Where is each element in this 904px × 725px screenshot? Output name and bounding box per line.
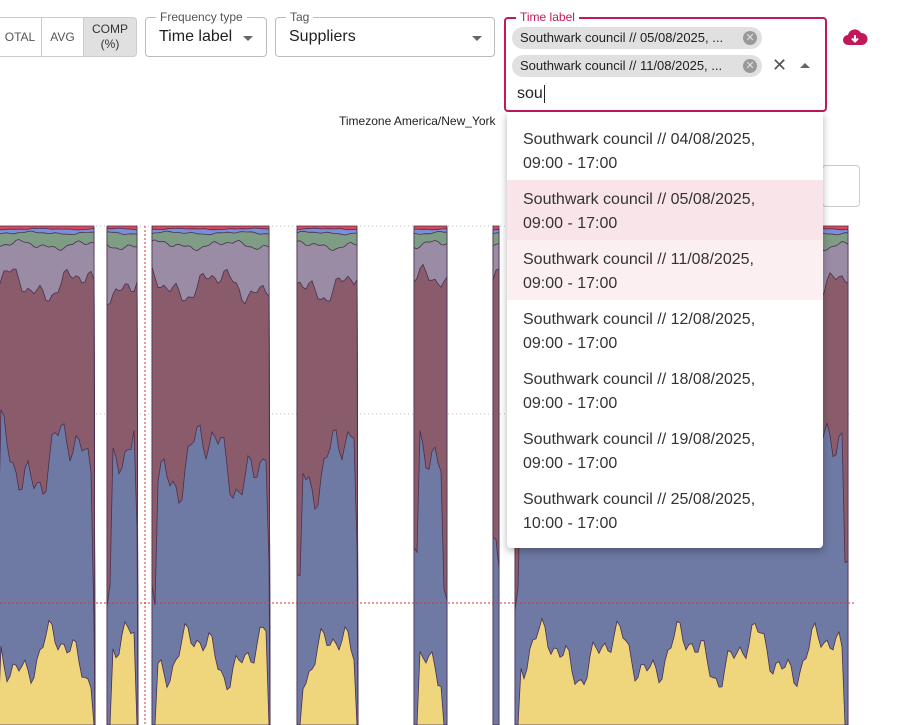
field-label: Time label: [516, 10, 579, 24]
chip-remove[interactable]: ✕: [743, 31, 757, 45]
dropdown-option[interactable]: Southwark council // 18/08/2025, 09:00 -…: [507, 360, 823, 420]
field-label: Tag: [286, 10, 314, 24]
dropdown-arrow[interactable]: [800, 63, 810, 68]
toggle-button[interactable]: OTAL: [0, 17, 42, 57]
button-label: AVG: [50, 29, 75, 44]
option-label: Southwark council // 11/08/2025, 09:00 -…: [523, 251, 754, 292]
area-layer: [297, 625, 358, 725]
button-label: OTAL: [4, 29, 36, 44]
area-layer: [515, 617, 848, 725]
dropdown-arrow: [243, 36, 253, 41]
toggle-button[interactable]: AVG: [41, 17, 84, 57]
dropdown-arrow: [472, 36, 482, 41]
dropdown-option[interactable]: Southwark council // 05/08/2025, 09:00 -…: [507, 180, 823, 240]
frequency-type-select[interactable]: Frequency type Time label: [145, 10, 267, 57]
dropdown-option[interactable]: Southwark council // 04/08/2025, 09:00 -…: [507, 120, 823, 180]
tag-select[interactable]: Tag Suppliers: [275, 10, 495, 57]
dropdown-option[interactable]: Southwark council // 19/08/2025, 09:00 -…: [507, 420, 823, 480]
button-label: COMP (%): [92, 22, 128, 51]
area-layer: [0, 619, 95, 725]
time-label-select[interactable]: Time label Southwark council // 05/08/20…: [504, 10, 827, 112]
option-label: Southwark council // 25/08/2025, 10:00 -…: [523, 491, 756, 532]
field-value: Time label: [159, 28, 233, 45]
area-layer: [152, 622, 270, 725]
chip[interactable]: Southwark council // 05/08/2025, ... ✕: [512, 27, 762, 49]
dropdown-option[interactable]: Southwark council // 11/08/2025, 09:00 -…: [507, 240, 823, 300]
option-label: Southwark council // 04/08/2025, 09:00 -…: [523, 131, 756, 172]
dropdown-option[interactable]: Southwark council // 12/08/2025, 09:00 -…: [507, 300, 823, 360]
dropdown-option[interactable]: Southwark council // 25/08/2025, 10:00 -…: [507, 480, 823, 540]
chip[interactable]: Southwark council // 11/08/2025, ... ✕: [512, 55, 762, 77]
field-label: Frequency type: [156, 10, 247, 24]
hidden-field[interactable]: [822, 165, 860, 207]
toggle-button-active[interactable]: COMP (%): [83, 17, 137, 57]
search-input[interactable]: sou: [517, 85, 545, 103]
chip-label: Southwark council // 11/08/2025, ...: [520, 58, 723, 73]
download-icon[interactable]: [842, 27, 868, 49]
chip-label: Southwark council // 05/08/2025, ...: [520, 30, 724, 45]
dropdown-menu: Southwark council // 04/08/2025, 09:00 -…: [507, 112, 823, 548]
timezone-label: Timezone America/New_York: [339, 114, 496, 128]
option-label: Southwark council // 19/08/2025, 09:00 -…: [523, 431, 756, 472]
option-label: Southwark council // 18/08/2025, 09:00 -…: [523, 371, 756, 412]
option-label: Southwark council // 12/08/2025, 09:00 -…: [523, 311, 756, 352]
clear-icon[interactable]: ✕: [772, 55, 788, 75]
option-label: Southwark council // 05/08/2025, 09:00 -…: [523, 191, 756, 232]
area-layer: [492, 536, 500, 725]
area-layer: [413, 430, 448, 725]
field-value: Suppliers: [289, 28, 356, 45]
area-layer: [107, 620, 138, 725]
area-layer: [414, 650, 447, 725]
chip-remove[interactable]: ✕: [743, 59, 757, 73]
